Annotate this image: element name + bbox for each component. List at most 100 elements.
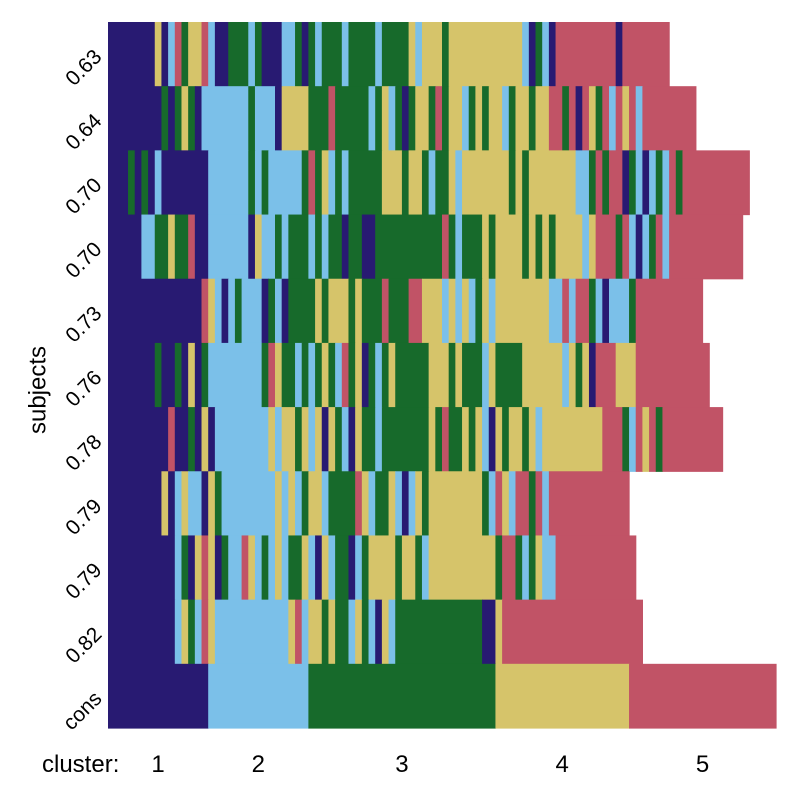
cell-row7-seg6-cluster1 xyxy=(201,471,209,537)
cell-row7-seg31-cluster5 xyxy=(495,471,503,537)
cell-row1-seg30-cluster3 xyxy=(482,86,490,151)
cell-row5-seg21-cluster3 xyxy=(348,342,356,408)
cell-row1-seg15-cluster2 xyxy=(368,86,376,151)
cell-row7-seg9-cluster2 xyxy=(221,471,276,537)
cell-row9-seg15-cluster2 xyxy=(348,599,356,665)
cell-row1-seg11-cluster4 xyxy=(281,86,309,151)
cell-row5-seg41-cluster1 xyxy=(588,342,597,408)
cell-row10-seg3-cluster4 xyxy=(495,663,630,729)
cell-row2-seg17-cluster3 xyxy=(335,150,343,216)
cell-row4-seg9-cluster3 xyxy=(268,278,276,344)
cell-row1-seg8-cluster3 xyxy=(248,86,256,151)
cell-row0-seg11-cluster2 xyxy=(248,22,256,87)
cell-row0-seg24-cluster4 xyxy=(408,22,416,87)
cell-row6-seg21-cluster3 xyxy=(361,407,376,472)
cell-row3-seg14-cluster2 xyxy=(308,214,316,280)
cell-row2-seg26-cluster4 xyxy=(448,150,456,216)
cell-row6-seg3-cluster3 xyxy=(188,407,196,472)
cell-row4-seg3-cluster2 xyxy=(214,278,223,344)
cell-row3-seg3-cluster4 xyxy=(168,214,176,280)
cell-row5-seg39-cluster3 xyxy=(575,342,583,408)
cell-row1-seg41-cluster5 xyxy=(582,86,590,151)
cell-row7-seg14-cluster3 xyxy=(301,471,309,537)
cell-row2-seg18-cluster2 xyxy=(341,150,350,216)
cell-row9-seg3-cluster3 xyxy=(188,599,196,665)
cell-row2-seg37-cluster5 xyxy=(609,150,623,216)
cell-row6-seg47-cluster5 xyxy=(662,407,724,472)
cell-row6-seg18-cluster2 xyxy=(341,407,350,472)
cell-row8-seg30-cluster3 xyxy=(415,535,423,601)
cell-row4-seg14-cluster3 xyxy=(321,278,330,344)
heatmap-cells xyxy=(108,22,777,729)
cell-row7-seg37-cluster2 xyxy=(542,471,550,537)
cell-row0-seg16-cluster1 xyxy=(301,22,309,87)
cell-row6-seg8-cluster4 xyxy=(268,407,276,472)
cell-row0-seg21-cluster3 xyxy=(348,22,376,87)
row-label-4: 0.73 xyxy=(61,302,106,347)
row-label-0: 0.63 xyxy=(61,45,106,90)
cell-row9-seg24-cluster4 xyxy=(495,599,503,665)
cell-row8-seg34-cluster5 xyxy=(502,535,517,601)
cell-row5-seg25-cluster2 xyxy=(375,342,383,408)
cell-row0-seg6-cluster4 xyxy=(188,22,203,87)
cell-row1-seg27-cluster2 xyxy=(462,86,470,151)
cell-row0-seg10-cluster3 xyxy=(228,22,249,87)
cell-row3-seg6-cluster1 xyxy=(194,214,209,280)
cell-row6-seg16-cluster4 xyxy=(328,407,336,472)
cell-row0-seg8-cluster2 xyxy=(208,22,216,87)
cell-row5-seg20-cluster5 xyxy=(341,342,350,408)
cell-row5-seg4-cluster1 xyxy=(181,342,189,408)
cell-row3-seg39-cluster5 xyxy=(622,214,630,280)
cell-row5-seg3-cluster3 xyxy=(174,342,183,408)
cell-row7-seg7-cluster4 xyxy=(208,471,216,537)
cell-row2-seg31-cluster3 xyxy=(522,150,530,216)
cell-row7-seg10-cluster4 xyxy=(275,471,283,537)
cell-row7-seg0-cluster1 xyxy=(108,471,163,537)
cell-row2-seg10-cluster3 xyxy=(261,150,269,216)
cell-row1-seg9-cluster2 xyxy=(254,86,276,151)
cell-row0-seg30-cluster1 xyxy=(528,22,537,87)
cluster-labels: 1 2 3 4 5 xyxy=(151,751,709,778)
cell-row8-seg16-cluster2 xyxy=(281,535,289,601)
cell-row3-seg25-cluster3 xyxy=(462,214,483,280)
cell-row2-seg5-cluster2 xyxy=(154,150,163,216)
cell-row6-seg15-cluster1 xyxy=(321,407,330,472)
cell-row5-seg0-cluster1 xyxy=(108,342,156,408)
cell-row2-seg30-cluster4 xyxy=(515,150,523,216)
cell-row1-seg28-cluster3 xyxy=(468,86,476,151)
cell-row8-seg19-cluster2 xyxy=(308,535,316,601)
cell-row6-seg1-cluster5 xyxy=(168,407,176,472)
cell-row0-seg0-cluster1 xyxy=(108,22,156,87)
cell-row4-seg35-cluster5 xyxy=(575,278,590,344)
cell-row4-seg20-cluster3 xyxy=(388,278,410,344)
cell-row5-seg33-cluster2 xyxy=(482,342,490,408)
cell-row3-seg31-cluster3 xyxy=(535,214,543,280)
cell-row2-seg43-cluster3 xyxy=(655,150,664,216)
cell-row3-seg22-cluster5 xyxy=(442,214,450,280)
cell-row5-seg8-cluster2 xyxy=(208,342,263,408)
row-label-10: cons xyxy=(59,687,107,735)
cell-row8-seg36-cluster2 xyxy=(522,535,530,601)
cell-row7-seg20-cluster2 xyxy=(368,471,376,537)
cell-row1-seg40-cluster1 xyxy=(575,86,583,151)
cell-row1-seg35-cluster3 xyxy=(528,86,537,151)
cell-row9-seg1-cluster2 xyxy=(174,599,183,665)
cell-row7-seg30-cluster2 xyxy=(488,471,497,537)
cell-row3-seg33-cluster3 xyxy=(548,214,557,280)
cell-row0-seg26-cluster4 xyxy=(421,22,443,87)
cell-row5-seg5-cluster4 xyxy=(188,342,196,408)
cell-row4-seg24-cluster4 xyxy=(448,278,456,344)
cell-row4-seg7-cluster2 xyxy=(241,278,263,344)
cell-row7-seg35-cluster3 xyxy=(528,471,537,537)
cell-row5-seg22-cluster4 xyxy=(355,342,363,408)
cell-row1-seg45-cluster2 xyxy=(609,86,617,151)
cell-row6-seg41-cluster3 xyxy=(622,407,630,472)
cell-row8-seg38-cluster4 xyxy=(535,535,543,601)
cell-row5-seg32-cluster3 xyxy=(462,342,483,408)
cell-row6-seg0-cluster1 xyxy=(108,407,169,472)
cell-row4-seg17-cluster4 xyxy=(355,278,363,344)
cell-row6-seg10-cluster4 xyxy=(281,407,296,472)
cell-row3-seg11-cluster3 xyxy=(275,214,283,280)
cell-row6-seg24-cluster4 xyxy=(428,407,436,472)
